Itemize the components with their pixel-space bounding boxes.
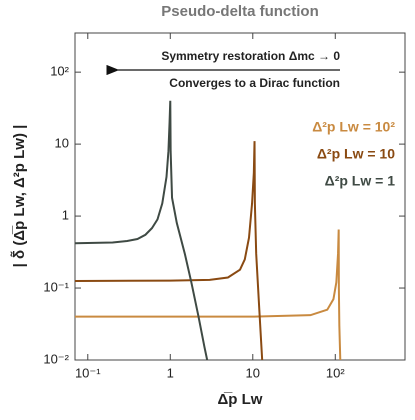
x-tick-label: 10⁻¹	[75, 365, 101, 380]
y-tick-label: 10⁻¹	[43, 279, 69, 294]
legend-label: Δ²p Lw = 1	[325, 173, 396, 189]
line-series	[75, 141, 264, 360]
x-axis-label: Δ̅p Lw	[218, 391, 263, 408]
plot-area	[75, 100, 342, 360]
y-tick-label: 10	[55, 136, 69, 151]
y-tick-label: 1	[62, 208, 69, 223]
x-tick-label: 1	[167, 365, 174, 380]
x-tick-label: 10²	[326, 365, 345, 380]
y-tick-label: 10⁻²	[43, 351, 69, 366]
line-series	[75, 100, 209, 360]
legend-label: Δ²p Lw = 10²	[312, 119, 395, 135]
y-tick-label: 10²	[50, 64, 69, 79]
plot-frame	[74, 32, 406, 361]
x-tick-label: 10	[246, 365, 260, 380]
annotation: Converges to a Dirac function	[169, 76, 340, 90]
annotation: Symmetry restoration Δmc → 0	[161, 49, 340, 63]
legend-label: Δ²p Lw = 10	[317, 146, 395, 162]
line-series	[75, 229, 342, 360]
y-axis-label: | δ̃ (Δ̅p Lw, Δ²p Lw) |	[10, 125, 28, 268]
chart-title: Pseudo-delta function	[161, 3, 319, 20]
